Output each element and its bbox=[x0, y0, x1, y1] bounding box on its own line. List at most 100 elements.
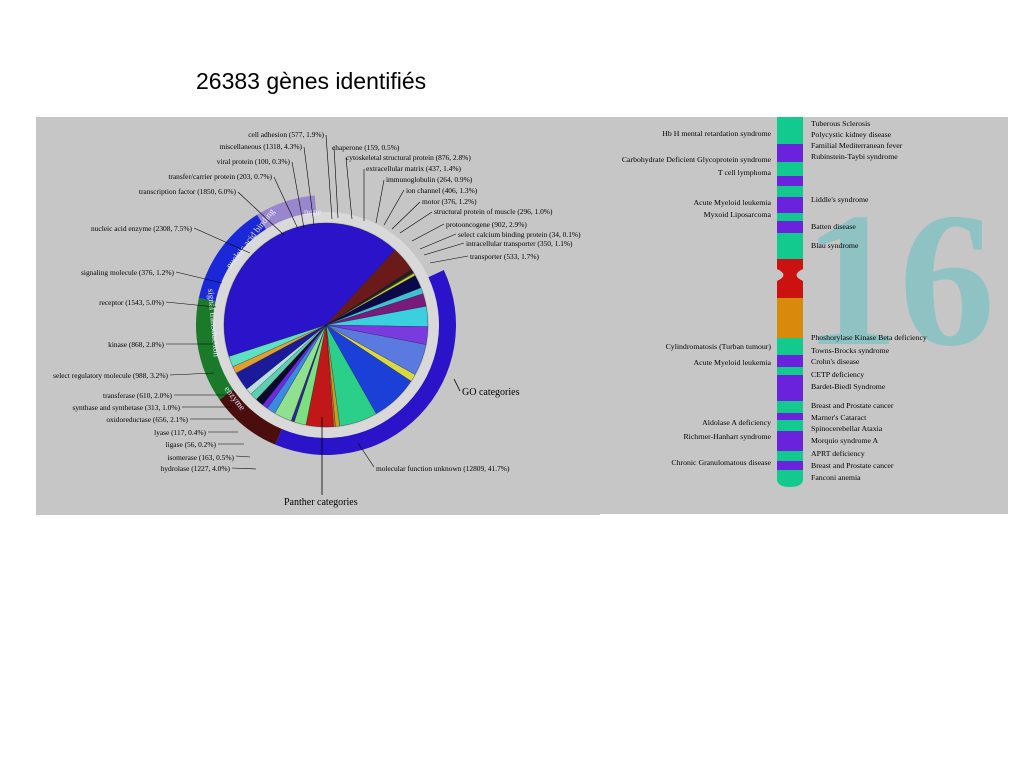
right-label-blau: Blau syndrome bbox=[811, 241, 859, 250]
svg-text:transfer/carrier protein (203,: transfer/carrier protein (203, 0.7%) bbox=[168, 172, 272, 181]
left-label-aml-1: Acute Myeloid leukemia bbox=[693, 198, 771, 207]
svg-text:receptor (1543, 5.0%): receptor (1543, 5.0%) bbox=[99, 298, 164, 307]
svg-text:kinase (868, 2.8%): kinase (868, 2.8%) bbox=[108, 340, 164, 349]
slice-label-oxidoreductase: oxidoreductase (656, 2.1%) bbox=[106, 415, 234, 424]
slice-label-motor: motor (376, 1.2%) bbox=[391, 197, 477, 230]
go-pie-chart: none nucleic acid binding signal transdu… bbox=[53, 130, 581, 508]
group-arc-signal-transduction bbox=[195, 297, 234, 400]
svg-text:transcription factor (1850, 6.: transcription factor (1850, 6.0%) bbox=[139, 187, 237, 196]
slice-label-lyase: lyase (117, 0.4%) bbox=[154, 428, 238, 437]
svg-text:nucleic acid enzyme (2308, 7.5: nucleic acid enzyme (2308, 7.5%) bbox=[91, 224, 193, 233]
svg-text:molecular function unknown (12: molecular function unknown (12809, 41.7%… bbox=[376, 464, 510, 473]
svg-text:select regulatory molecule (98: select regulatory molecule (988, 3.2%) bbox=[53, 371, 168, 380]
right-label-morquio: Morquio syndrome A bbox=[811, 436, 879, 445]
right-label-towns-brocks: Towns-Brocks syndrome bbox=[811, 346, 890, 355]
slice-label-structural-protein-muscle: structural protein of muscle (296, 1.0%) bbox=[399, 207, 553, 234]
svg-text:viral protein (100, 0.3%): viral protein (100, 0.3%) bbox=[217, 157, 291, 166]
slice-label-viral-protein: viral protein (100, 0.3%) bbox=[217, 157, 305, 229]
svg-text:ligase (56, 0.2%): ligase (56, 0.2%) bbox=[166, 440, 217, 449]
right-label-breast-prostate-2: Breast and Prostate cancer bbox=[811, 461, 894, 470]
left-label-aml-2: Acute Myeloid leukemia bbox=[693, 358, 771, 367]
panther-categories-label: Panther categories bbox=[284, 497, 358, 508]
svg-text:structural protein of muscle (: structural protein of muscle (296, 1.0%) bbox=[434, 207, 553, 216]
left-label-carbohydrate: Carbohydrate Deficient Glycoprotein synd… bbox=[622, 155, 772, 164]
svg-text:chaperone (159, 0.5%): chaperone (159, 0.5%) bbox=[332, 143, 400, 152]
right-label-liddle: Liddle's syndrome bbox=[811, 195, 869, 204]
slice-label-intracellular-transporter: intracellular transporter (350, 1.1%) bbox=[423, 239, 573, 256]
svg-text:extracellular matrix (437, 1.4: extracellular matrix (437, 1.4%) bbox=[366, 164, 462, 173]
right-label-fanconi: Fanconi anemia bbox=[811, 473, 861, 482]
slice-label-protooncogene: protooncogene (902, 2.9%) bbox=[411, 220, 527, 242]
svg-text:oxidoreductase (656, 2.1%): oxidoreductase (656, 2.1%) bbox=[106, 415, 188, 424]
right-label-polycystic: Polycystic kidney disease bbox=[811, 130, 892, 139]
slice-label-ion-channel: ion channel (406, 1.3%) bbox=[383, 186, 478, 226]
slice-label-transferase: transferase (610, 2.0%) bbox=[103, 391, 230, 400]
right-label-bardet-biedl: Bardet-Biedl Syndrome bbox=[811, 382, 886, 391]
slice-label-synthase-synthetase: synthase and synthetase (313, 1.0%) bbox=[72, 403, 232, 412]
svg-text:select calcium binding protein: select calcium binding protein (34, 0.1%… bbox=[458, 230, 581, 239]
right-label-batten: Batten disease bbox=[811, 222, 856, 231]
slide-title: 26383 gènes identifiés bbox=[196, 68, 427, 94]
slice-label-kinase: kinase (868, 2.8%) bbox=[108, 340, 214, 349]
svg-text:ion channel (406, 1.3%): ion channel (406, 1.3%) bbox=[406, 186, 478, 195]
svg-text:synthase and synthetase (313,: synthase and synthetase (313, 1.0%) bbox=[72, 403, 180, 412]
group-arc-nucleic-acid-binding bbox=[198, 214, 267, 302]
svg-text:miscellaneous (1318, 4.3%): miscellaneous (1318, 4.3%) bbox=[219, 142, 302, 151]
slice-label-transfer-carrier-protein: transfer/carrier protein (203, 0.7%) bbox=[168, 172, 299, 230]
slice-label-select-calcium-binding-protein: select calcium binding protein (34, 0.1%… bbox=[419, 230, 581, 250]
group-arc-none bbox=[257, 195, 317, 230]
right-label-phoshorylase: Phoshorylase Kinase Beta deficiency bbox=[811, 333, 927, 342]
go-categories-panel: none nucleic acid binding signal transdu… bbox=[36, 117, 600, 515]
right-label-spinocerebellar: Spinocerebellar Ataxia bbox=[811, 424, 883, 433]
right-label-crohns: Crohn's disease bbox=[811, 357, 860, 366]
slice-label-signaling-molecule: signaling molecule (376, 1.2%) bbox=[81, 268, 223, 284]
left-label-cylindromatosis: Cylindromatosis (Turban tumour) bbox=[666, 342, 772, 351]
right-label-mediterranean: Familial Mediterranean fever bbox=[811, 141, 903, 150]
slice-label-cell-adhesion: cell adhesion (577, 1.9%) bbox=[248, 130, 333, 220]
slice-label-isomerase: isomerase (163, 0.5%) bbox=[168, 453, 251, 462]
right-label-rubinstein: Rubinstein-Taybi syndrome bbox=[811, 152, 898, 161]
svg-text:lyase (117, 0.4%): lyase (117, 0.4%) bbox=[154, 428, 206, 437]
pie-slices-layer bbox=[223, 222, 429, 428]
svg-text:immunoglobulin (264, 0.9%): immunoglobulin (264, 0.9%) bbox=[386, 175, 473, 184]
slice-label-chaperone: chaperone (159, 0.5%) bbox=[332, 143, 400, 219]
left-label-richrner: Richrner-Hanhart syndrome bbox=[683, 432, 771, 441]
pie-slice-28 bbox=[228, 324, 327, 367]
slice-label-transporter: transporter (533, 1.7%) bbox=[429, 252, 539, 264]
chromosome-map: 16 Hb H menta bbox=[622, 117, 995, 487]
slice-label-cytoskeletal-structural-protein: cytoskeletal structural protein (876, 2.… bbox=[345, 153, 471, 220]
slice-label-hydrolase: hydrolase (1227, 4.0%) bbox=[161, 464, 257, 473]
go-categories-label: GO categories bbox=[462, 387, 520, 398]
svg-text:isomerase (163, 0.5%): isomerase (163, 0.5%) bbox=[168, 453, 235, 462]
right-label-aprt: APRT deficiency bbox=[811, 449, 865, 458]
left-label-myxoid: Myxoid Liposarcoma bbox=[704, 210, 772, 219]
slice-label-immunoglobulin: immunoglobulin (264, 0.9%) bbox=[375, 175, 473, 224]
chromosome-number: 16 bbox=[803, 173, 995, 386]
svg-text:protooncogene (902, 2.9%): protooncogene (902, 2.9%) bbox=[446, 220, 527, 229]
right-label-marner: Marner's Cataract bbox=[811, 413, 867, 422]
slice-label-extracellular-matrix: extracellular matrix (437, 1.4%) bbox=[363, 164, 462, 221]
svg-text:transporter (533, 1.7%): transporter (533, 1.7%) bbox=[470, 252, 539, 261]
right-label-tuberous: Tuberous Sclerosis bbox=[811, 119, 870, 128]
left-label-aldolase: Aldolase A deficiency bbox=[702, 418, 771, 427]
svg-text:intracellular transporter (350: intracellular transporter (350, 1.1%) bbox=[466, 239, 573, 248]
svg-text:signaling molecule (376, 1.2%): signaling molecule (376, 1.2%) bbox=[81, 268, 175, 277]
svg-text:motor (376, 1.2%): motor (376, 1.2%) bbox=[422, 197, 477, 206]
go-categories-leader bbox=[453, 378, 461, 392]
svg-text:cytoskeletal structural protei: cytoskeletal structural protein (876, 2.… bbox=[346, 153, 471, 162]
svg-text:cell adhesion (577, 1.9%): cell adhesion (577, 1.9%) bbox=[248, 130, 324, 139]
group-arc-unknown bbox=[275, 270, 456, 455]
slice-label-molecular-function-unknown: molecular function unknown (12809, 41.7%… bbox=[357, 442, 510, 473]
right-label-breast-prostate-1: Breast and Prostate cancer bbox=[811, 401, 894, 410]
slice-label-nucleic-acid-enzyme: nucleic acid enzyme (2308, 7.5%) bbox=[91, 224, 251, 254]
left-label-chronic-granulomatous: Chronic Granulomatous disease bbox=[671, 458, 771, 467]
svg-text:hydrolase (1227, 4.0%): hydrolase (1227, 4.0%) bbox=[161, 464, 231, 473]
left-label-hb-h: Hb H mental retardation syndrome bbox=[662, 129, 771, 138]
left-label-t-cell: T cell lymphoma bbox=[718, 168, 772, 177]
slice-label-miscellaneous: miscellaneous (1318, 4.3%) bbox=[219, 142, 315, 226]
slice-label-ligase: ligase (56, 0.2%) bbox=[166, 440, 244, 449]
svg-text:transferase (610, 2.0%): transferase (610, 2.0%) bbox=[103, 391, 172, 400]
slice-label-select-regulatory-molecule: select regulatory molecule (988, 3.2%) bbox=[53, 371, 215, 380]
chromosome-16-panel: 16 Hb H menta bbox=[600, 117, 1008, 514]
slice-label-receptor: receptor (1543, 5.0%) bbox=[99, 298, 217, 308]
